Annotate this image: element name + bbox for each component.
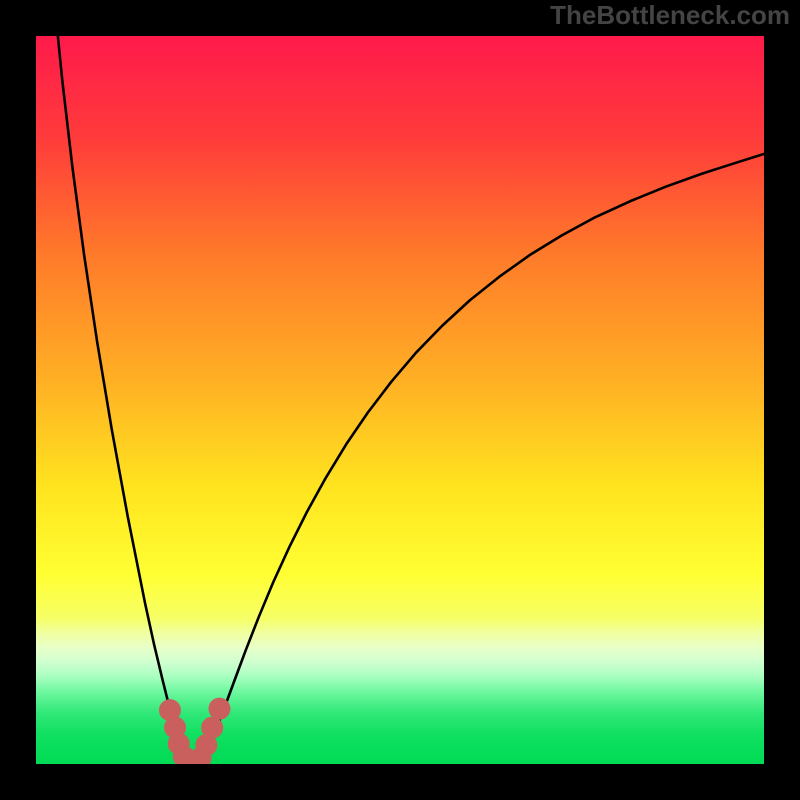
- watermark-text: TheBottleneck.com: [550, 0, 790, 31]
- image-root: TheBottleneck.com: [0, 0, 800, 800]
- data-dot: [201, 717, 223, 739]
- chart-frame: [0, 0, 800, 800]
- bottleneck-chart: [36, 36, 764, 764]
- gradient-background: [36, 36, 764, 764]
- data-dot: [208, 698, 230, 720]
